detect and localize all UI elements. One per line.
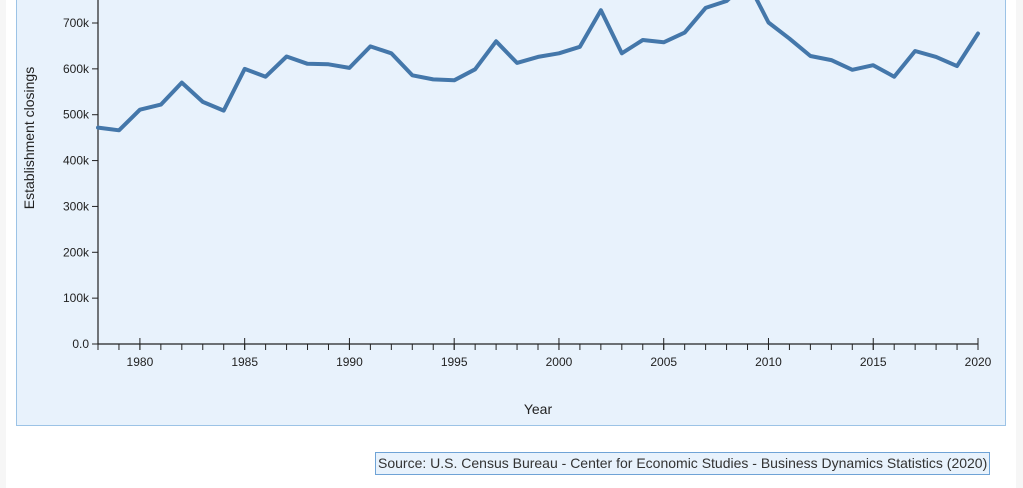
y-tick-label: 300k bbox=[63, 199, 90, 213]
x-axis-label: Year bbox=[524, 401, 553, 417]
source-link[interactable]: Source: U.S. Census Bureau - Center for … bbox=[375, 452, 991, 475]
x-tick-label: 1985 bbox=[231, 355, 258, 369]
x-tick-label: 1980 bbox=[127, 355, 154, 369]
y-tick-label: 600k bbox=[63, 62, 90, 76]
axes: 0.0 100k 200k 300k 400k 500k 600k 700k 1980 1985 1… bbox=[63, 0, 992, 369]
chart-panel bbox=[16, 0, 1006, 426]
x-tick-label: 2015 bbox=[860, 355, 887, 369]
series-layer bbox=[96, 0, 980, 133]
y-tick-label: 700k bbox=[63, 16, 90, 30]
y-tick-label: 200k bbox=[63, 245, 90, 259]
x-tick-label: 2000 bbox=[546, 355, 573, 369]
x-tick-label: 2005 bbox=[650, 355, 677, 369]
x-tick-label: 2010 bbox=[755, 355, 782, 369]
series-line bbox=[96, 0, 980, 133]
y-tick-label: 0.0 bbox=[72, 337, 89, 351]
y-axis-label: Establishment closings bbox=[21, 67, 37, 209]
x-tick-label: 1995 bbox=[441, 355, 468, 369]
x-tick-label: 1990 bbox=[336, 355, 363, 369]
y-tick-label: 500k bbox=[63, 108, 90, 122]
y-tick-label: 100k bbox=[63, 291, 90, 305]
x-tick-label: 2020 bbox=[965, 355, 992, 369]
y-tick-label: 400k bbox=[63, 154, 90, 168]
